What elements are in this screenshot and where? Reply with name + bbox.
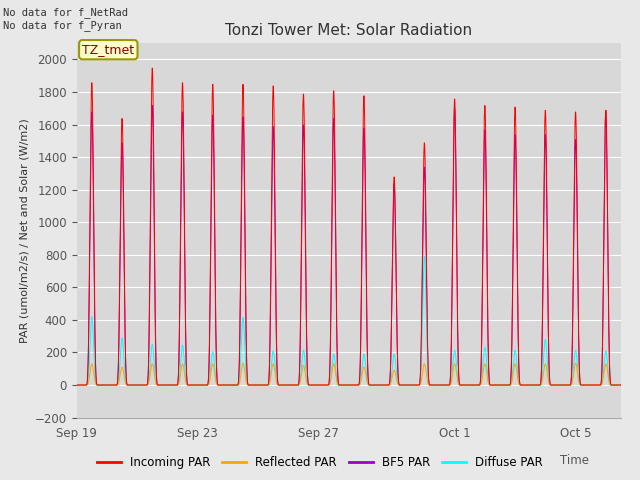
Text: TZ_tmet: TZ_tmet xyxy=(82,43,134,56)
Text: Time: Time xyxy=(560,454,589,467)
Title: Tonzi Tower Met: Solar Radiation: Tonzi Tower Met: Solar Radiation xyxy=(225,23,472,38)
Legend: Incoming PAR, Reflected PAR, BF5 PAR, Diffuse PAR: Incoming PAR, Reflected PAR, BF5 PAR, Di… xyxy=(92,452,548,474)
Y-axis label: PAR (umol/m2/s) / Net and Solar (W/m2): PAR (umol/m2/s) / Net and Solar (W/m2) xyxy=(19,118,29,343)
Text: No data for f_NetRad
No data for f_Pyran: No data for f_NetRad No data for f_Pyran xyxy=(3,7,128,31)
